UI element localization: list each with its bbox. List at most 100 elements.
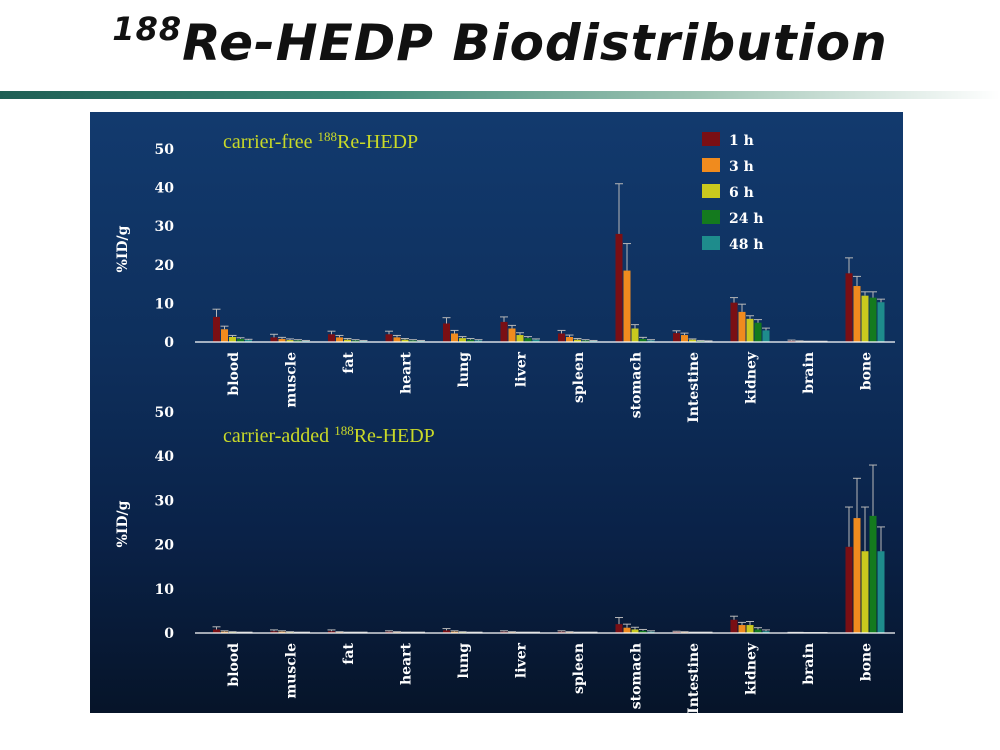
legend-swatch	[702, 210, 720, 224]
bar	[877, 302, 885, 342]
bar	[467, 339, 474, 342]
title-divider	[0, 91, 1000, 99]
bar	[213, 316, 220, 342]
y-tick-label: 50	[155, 142, 175, 158]
bar	[213, 629, 220, 633]
bar	[401, 339, 409, 342]
bar	[500, 631, 508, 633]
bar	[393, 337, 401, 342]
category-label: blood	[226, 643, 242, 687]
bar	[681, 335, 688, 342]
bar	[861, 295, 869, 342]
bar	[336, 337, 343, 342]
bar	[385, 334, 393, 342]
bar	[459, 338, 466, 342]
bar	[869, 515, 877, 633]
category-label: liver	[514, 642, 530, 678]
chart-title: carrier-added 188Re-HEDP	[223, 423, 435, 447]
bar	[639, 630, 647, 633]
bar	[746, 625, 754, 633]
bar	[845, 546, 853, 633]
bar	[730, 302, 738, 342]
legend-label: 48 h	[729, 237, 764, 253]
bar	[352, 340, 359, 342]
bar	[631, 328, 639, 342]
bar	[639, 338, 647, 342]
category-label: bone	[859, 643, 875, 681]
category-label: liver	[514, 351, 530, 387]
bar	[409, 340, 417, 342]
bar	[877, 551, 885, 633]
bar	[524, 338, 532, 342]
slide-title-superscript: 188	[112, 10, 183, 48]
bar	[443, 323, 450, 342]
category-label: Intestine	[686, 352, 702, 423]
bar	[631, 629, 639, 633]
y-tick-label: 30	[155, 219, 175, 235]
category-label: brain	[801, 643, 817, 685]
y-tick-label: 20	[155, 258, 175, 274]
bar	[270, 631, 278, 633]
bar	[344, 339, 351, 342]
bar	[245, 340, 252, 342]
bar	[294, 340, 302, 342]
bar	[754, 629, 762, 633]
bar	[623, 270, 631, 342]
bar	[451, 333, 458, 342]
y-tick-label: 30	[155, 493, 175, 509]
bar	[574, 339, 581, 342]
bar	[532, 339, 540, 342]
legend-swatch	[702, 184, 720, 198]
y-axis-title: %ID/g	[115, 225, 131, 272]
legend-label: 6 h	[729, 185, 754, 201]
category-label: muscle	[284, 352, 300, 408]
bar	[615, 624, 623, 633]
bar	[270, 337, 278, 342]
y-tick-label: 0	[164, 335, 174, 351]
legend: 1 h 3 h 6 h 24 h 48 h	[702, 132, 764, 253]
bar	[278, 631, 286, 633]
y-axis-title: %ID/g	[115, 500, 131, 547]
bar	[647, 631, 655, 633]
category-label: fat	[341, 351, 357, 373]
legend-swatch	[702, 158, 720, 172]
y-tick-label: 40	[155, 181, 175, 197]
category-label: spleen	[571, 643, 587, 694]
bar	[673, 631, 680, 633]
bar	[853, 286, 861, 342]
bar	[516, 335, 524, 342]
bar	[558, 333, 565, 342]
bar	[615, 233, 623, 342]
bar	[730, 619, 738, 633]
bar	[508, 328, 516, 342]
bar	[647, 340, 655, 342]
category-label: stomach	[629, 643, 645, 709]
bar	[861, 551, 869, 633]
chart-2: 0 10 20 30 40 50 %ID/g carrier-added 188Re-HEDP…	[115, 405, 895, 713]
category-label: blood	[226, 352, 242, 396]
slide-title: 188Re-HEDP Biodistribution	[0, 10, 1000, 72]
bar	[689, 339, 696, 342]
bar	[278, 338, 286, 342]
bar	[328, 334, 335, 342]
bar	[221, 631, 228, 633]
bar	[623, 627, 631, 633]
category-label: bone	[859, 352, 875, 390]
y-tick-label: 10	[155, 582, 175, 598]
category-label: fat	[341, 642, 357, 664]
category-label: kidney	[744, 351, 760, 404]
y-tick-label: 0	[164, 626, 174, 642]
y-tick-label: 40	[155, 449, 175, 465]
category-label: Intestine	[686, 643, 702, 713]
chart-title: carrier-free 188Re-HEDP	[223, 129, 418, 153]
category-label: lung	[456, 352, 472, 388]
legend-swatch	[702, 132, 720, 146]
bar	[738, 311, 746, 342]
slide-title-text: Re-HEDP Biodistribution	[182, 14, 888, 72]
bar	[566, 336, 573, 342]
category-label: muscle	[284, 643, 300, 699]
bar	[673, 333, 680, 342]
bar	[853, 518, 861, 633]
bar	[443, 630, 450, 633]
chart-1: 0 10 20 30 40 50 %ID/g carrier-free 188Re-HEDP b…	[115, 129, 895, 423]
